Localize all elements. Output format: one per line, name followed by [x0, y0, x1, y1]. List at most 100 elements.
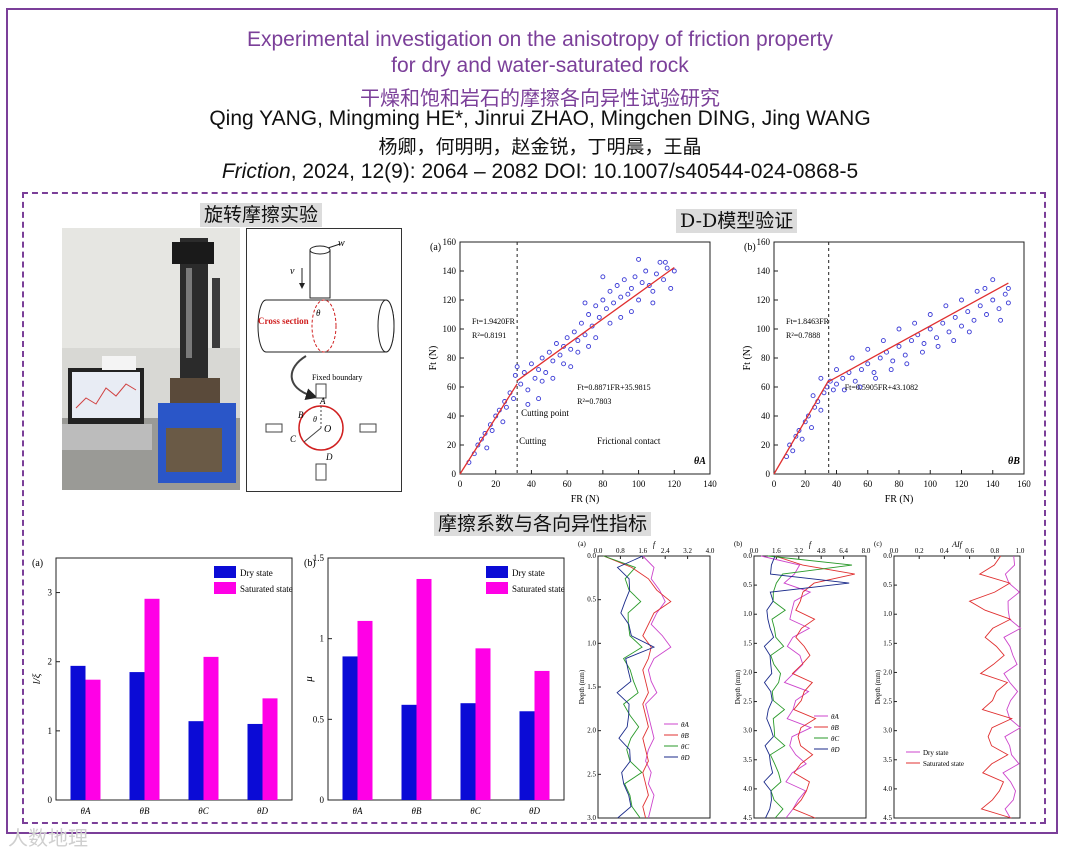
y-tick-label: 20: [447, 440, 457, 450]
x-axis-label: f: [809, 540, 813, 549]
data-point: [668, 285, 674, 291]
data-point: [653, 271, 659, 277]
data-point: [518, 381, 524, 387]
category-label: θA: [353, 806, 363, 816]
depth-chart-c: 0.0 0.2 0.4 0.6 0.8 1.0 0.0 0.5 1.0 1.5 2.0 2.5 3.0 3…: [874, 540, 1025, 822]
data-point: [834, 381, 839, 387]
dry-bar: [129, 672, 145, 800]
depth-profile-line: [763, 555, 850, 819]
data-point: [934, 335, 939, 341]
dry-bar: [401, 704, 417, 800]
y-tick-label: 2.0: [883, 668, 892, 676]
data-point: [896, 343, 902, 349]
legend-label: θC: [681, 743, 689, 751]
legend-label: Dry state: [923, 749, 948, 757]
y-tick-label: 2.0: [587, 727, 596, 735]
data-point: [840, 375, 846, 381]
data-point: [890, 358, 896, 364]
y-tick-label: 3.5: [883, 756, 892, 764]
citation: Friction, 2024, 12(9): 2064 – 2082 DOI: …: [0, 160, 1080, 184]
data-point: [636, 297, 642, 303]
plot-frame: [459, 241, 711, 475]
data-point: [880, 338, 886, 344]
x-axis-label: FR (N): [885, 494, 914, 505]
data-point: [564, 335, 570, 341]
data-point: [909, 338, 914, 344]
panel-label: (b): [304, 558, 316, 569]
x-tick-label: 0.8: [990, 547, 999, 555]
data-point: [796, 428, 802, 433]
data-point: [977, 303, 983, 309]
data-point: [888, 367, 894, 373]
legend-label: Saturated state: [512, 584, 565, 594]
plot-frame: [893, 555, 1021, 819]
data-point: [625, 291, 631, 297]
y-tick-label: 120: [757, 295, 771, 305]
data-point: [593, 335, 599, 341]
y-axis-label: l/ξ: [31, 673, 43, 684]
y-axis-label: Depth (mm): [874, 669, 882, 704]
experiment-photo: [62, 228, 240, 490]
data-point: [865, 361, 871, 367]
data-point: [1005, 300, 1011, 306]
data-point: [871, 370, 877, 375]
data-point: [553, 341, 559, 346]
dry-bar: [247, 723, 263, 800]
data-point: [514, 364, 520, 370]
data-point: [877, 355, 883, 361]
theta-label-top: θ: [316, 308, 321, 318]
data-point: [550, 358, 556, 364]
category-label: θC: [198, 806, 209, 816]
y-tick-label: 20: [761, 440, 771, 450]
point-c: C: [290, 434, 297, 444]
data-point: [921, 341, 927, 346]
frictional-contact-annotation: Frictional contact: [597, 436, 661, 446]
x-tick-label: 0.8: [616, 547, 625, 555]
data-point: [586, 343, 592, 349]
data-point: [927, 312, 933, 317]
data-point: [974, 288, 980, 294]
y-tick-label: 1.5: [743, 639, 752, 647]
journal-name: Friction: [221, 160, 291, 183]
y-tick-label: 3.0: [587, 814, 596, 822]
theta-label: θ: [313, 415, 317, 424]
x-tick-label: 0: [458, 479, 463, 489]
authors-cn: 杨卿，何明明，赵金锐，丁明晨，王晶: [378, 136, 702, 158]
category-label: θA: [81, 806, 91, 816]
y-tick-label: 1: [48, 726, 53, 736]
data-point: [865, 346, 871, 352]
data-point: [904, 361, 910, 367]
data-point: [600, 274, 606, 280]
data-point: [902, 352, 908, 358]
data-point: [525, 401, 531, 407]
legend-label: θB: [681, 732, 689, 740]
y-axis-label: μ: [303, 676, 315, 683]
data-point: [984, 312, 989, 317]
data-point: [951, 338, 957, 344]
category-label: θD: [257, 806, 268, 816]
legend-label: Dry state: [512, 568, 545, 578]
x-tick-label: 0: [772, 479, 777, 489]
data-point: [607, 320, 613, 326]
fit2-equation: Ft=0.5905FR+43.1082: [845, 383, 918, 392]
data-point: [935, 343, 941, 349]
x-tick-label: 20: [801, 479, 811, 489]
data-point: [790, 448, 796, 454]
dd-chart-a: 0 20 40 60 80 100 120 140 0 20 40 60 80 100 120 140 160(…: [428, 237, 717, 505]
fit1-r2: R²=0.8191: [472, 331, 506, 340]
x-tick-label: 100: [924, 479, 938, 489]
legend-label: Saturated state: [923, 760, 964, 768]
x-tick-label: 40: [527, 479, 537, 489]
x-tick-label: 1.6: [638, 547, 647, 555]
panel-label: (c): [874, 540, 882, 548]
x-tick-label: 60: [863, 479, 873, 489]
data-point: [528, 361, 534, 367]
y-tick-label: 4.5: [883, 814, 892, 822]
y-tick-label: 0: [452, 469, 457, 479]
y-tick-label: 2.0: [743, 668, 752, 676]
bar-chart-a: 0 1 2 3 (a) l/ξ θA θB θC θD Dry state Saturated sta…: [31, 557, 293, 816]
y-tick-label: 140: [757, 266, 771, 276]
y-tick-label: 1: [320, 634, 325, 644]
section-dd: D-D模型验证: [676, 209, 798, 233]
data-point: [621, 277, 627, 283]
